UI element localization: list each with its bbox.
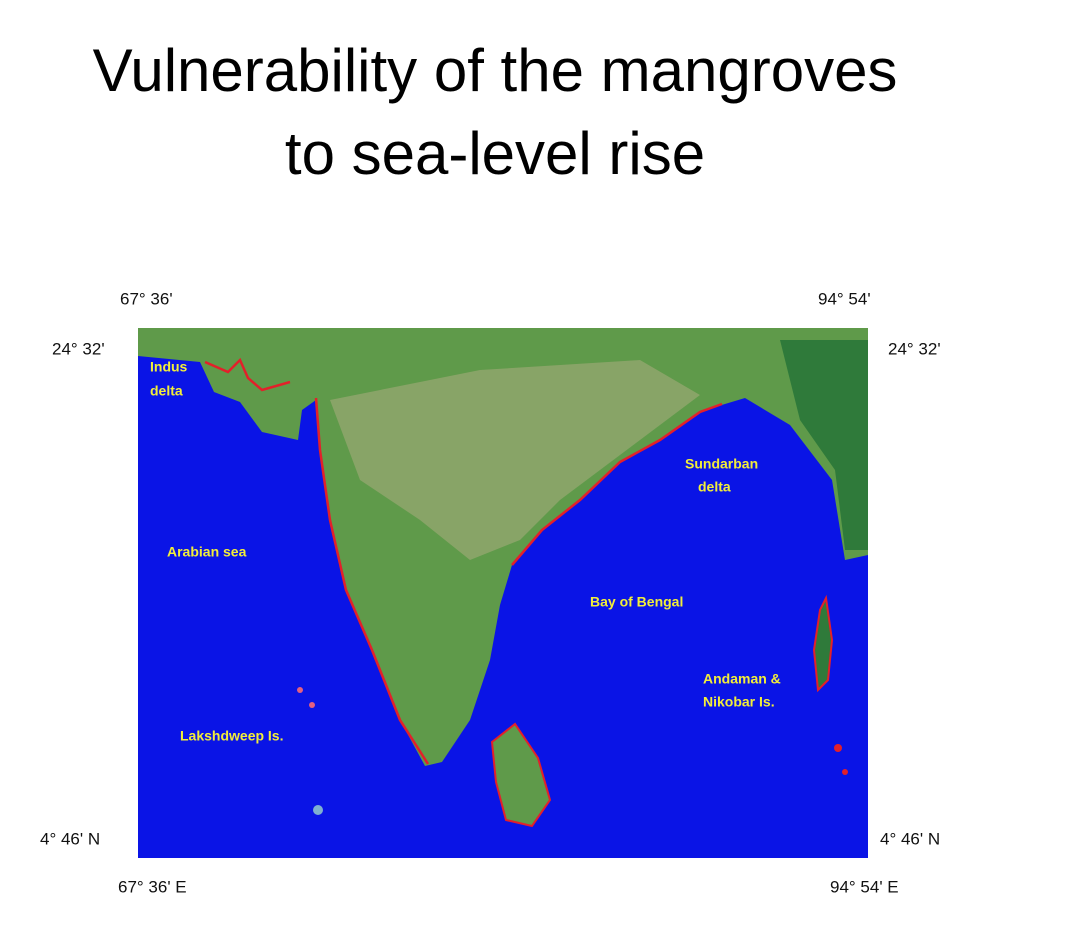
maldives bbox=[313, 805, 323, 815]
mangrove-coast bbox=[204, 357, 291, 392]
coordinates: 67° 36' 94° 54' 24° 32' 24° 32' 4° 46' N… bbox=[40, 289, 941, 896]
title-line: to sea-level rise bbox=[285, 120, 705, 187]
coord-label: 94° 54' E bbox=[830, 877, 899, 896]
map-label: Nikobar Is. bbox=[703, 694, 775, 710]
map-label: Andaman & bbox=[703, 671, 781, 687]
myanmar-hills bbox=[780, 340, 868, 550]
highlands bbox=[330, 360, 700, 560]
coord-label: 4° 46' N bbox=[880, 829, 940, 848]
mangrove-coast bbox=[314, 397, 430, 765]
map-label: Sundarban bbox=[685, 456, 758, 472]
mangrove-coast bbox=[511, 402, 723, 566]
coord-label: 24° 32' bbox=[888, 339, 941, 358]
lakshadweep-island bbox=[297, 687, 303, 693]
coord-label: 67° 36' bbox=[120, 289, 173, 308]
map-label: Lakshdweep Is. bbox=[180, 728, 283, 744]
coord-label: 94° 54' bbox=[818, 289, 871, 308]
title-line: Vulnerability of the mangroves bbox=[93, 37, 898, 104]
map bbox=[138, 328, 868, 858]
map-label: Bay of Bengal bbox=[590, 594, 683, 610]
andaman-islands bbox=[812, 594, 834, 693]
nicobar-island bbox=[834, 744, 842, 752]
map-label: delta bbox=[150, 383, 183, 399]
map-label: Indus bbox=[150, 359, 188, 375]
lakshadweep-island bbox=[309, 702, 315, 708]
nicobar-island bbox=[842, 769, 848, 775]
mainland bbox=[138, 328, 868, 766]
coord-label: 4° 46' N bbox=[40, 829, 100, 848]
sri-lanka bbox=[490, 722, 552, 828]
coord-label: 24° 32' bbox=[52, 339, 105, 358]
map-label: Arabian sea bbox=[167, 544, 247, 560]
map-labels: Indus delta Sundarban delta Arabian sea … bbox=[150, 359, 781, 744]
title: Vulnerability of the mangroves to sea-le… bbox=[93, 37, 898, 187]
coord-label: 67° 36' E bbox=[118, 877, 187, 896]
map-label: delta bbox=[698, 479, 731, 495]
